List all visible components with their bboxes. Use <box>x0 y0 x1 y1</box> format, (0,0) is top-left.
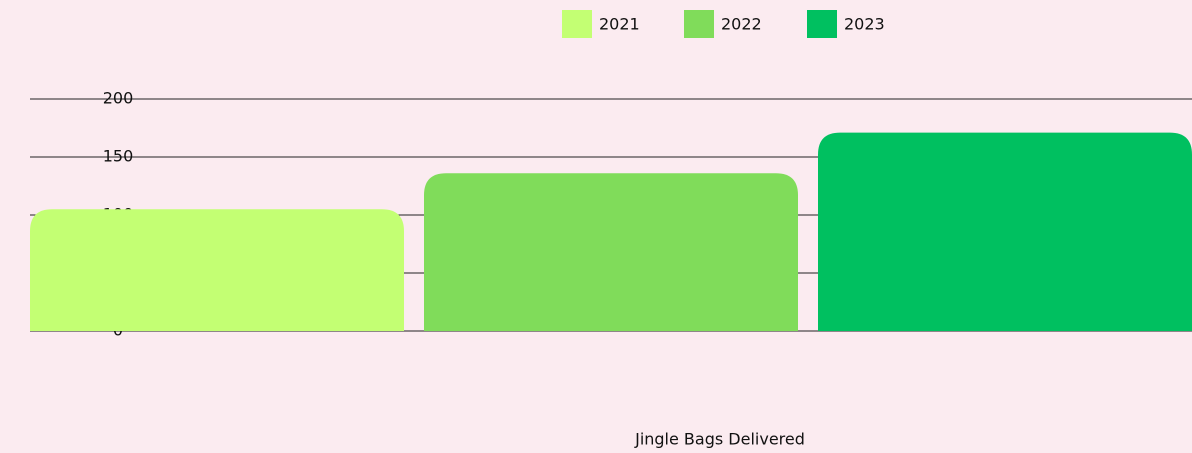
y-tick-label: 200 <box>103 89 134 108</box>
bar <box>30 209 404 331</box>
legend-label: 2023 <box>844 15 885 34</box>
bar <box>424 173 798 331</box>
legend-swatch <box>807 10 837 38</box>
legend-swatch <box>562 10 592 38</box>
x-tick-label: Jingle Bags Delivered <box>634 430 805 449</box>
y-tick-label: 150 <box>103 147 134 166</box>
bar <box>818 132 1192 331</box>
legend-label: 2022 <box>721 15 762 34</box>
legend-swatch <box>684 10 714 38</box>
legend-label: 2021 <box>599 15 640 34</box>
